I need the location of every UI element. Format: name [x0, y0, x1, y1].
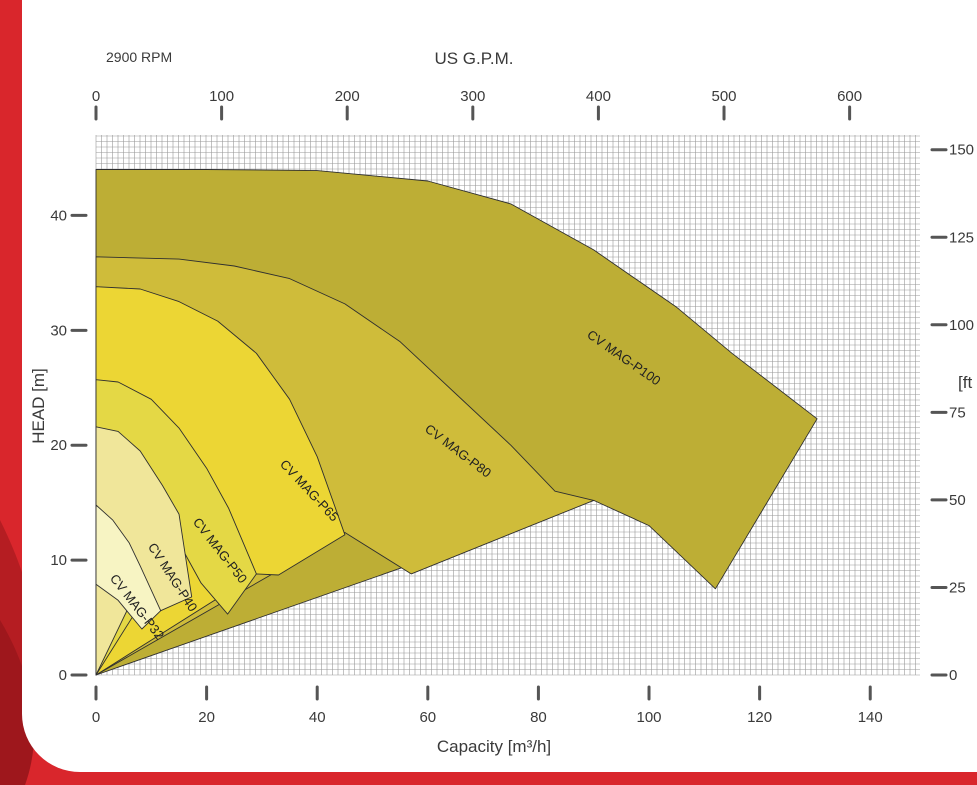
y-tick-label-3: 30	[50, 322, 67, 339]
rpm-note: 2900 RPM	[106, 49, 172, 65]
ft-tick-label-2: 50	[949, 492, 966, 509]
ft-tick-label-4: 100	[949, 317, 974, 334]
top-tick-label-0: 0	[92, 88, 100, 105]
x-tick-label-6: 120	[747, 709, 772, 726]
y-tick-label-2: 20	[50, 437, 67, 454]
x-axis-title: Capacity [m³/h]	[437, 737, 551, 756]
curve-area-6	[95, 504, 162, 630]
ft-tick-label-3: 75	[949, 404, 966, 421]
curve-area-5	[95, 426, 193, 676]
chart-card: CV MAG-P100 CV MAG-P80 CV MAG-P65 CV MAG-P5…	[22, 0, 977, 772]
y-axis-title: HEAD [m]	[29, 368, 48, 444]
top-tick-label-5: 500	[712, 88, 737, 105]
x-tick-label-3: 60	[419, 709, 436, 726]
ft-tick-label-6: 150	[949, 142, 974, 159]
ft-tick-label-1: 25	[949, 579, 966, 596]
top-tick-label-2: 200	[335, 88, 360, 105]
top-tick-label-6: 600	[837, 88, 862, 105]
x-tick-label-5: 100	[637, 709, 662, 726]
x-tick-label-2: 40	[309, 709, 326, 726]
x-tick-label-4: 80	[530, 709, 547, 726]
ft-tick-label-5: 125	[949, 229, 974, 246]
ft-tick-label-0: 0	[949, 667, 957, 684]
x-tick-label-1: 20	[198, 709, 215, 726]
top-tick-label-1: 100	[209, 88, 234, 105]
x-tick-label-0: 0	[92, 709, 100, 726]
y-tick-label-1: 10	[50, 552, 67, 569]
top-axis-title: US G.P.M.	[434, 49, 513, 68]
top-tick-label-3: 300	[460, 88, 485, 105]
top-tick-label-4: 400	[586, 88, 611, 105]
x-tick-label-7: 140	[858, 709, 883, 726]
y-tick-label-0: 0	[59, 667, 67, 684]
right-axis-title: [ft	[958, 373, 972, 392]
y-tick-label-4: 40	[50, 207, 67, 224]
